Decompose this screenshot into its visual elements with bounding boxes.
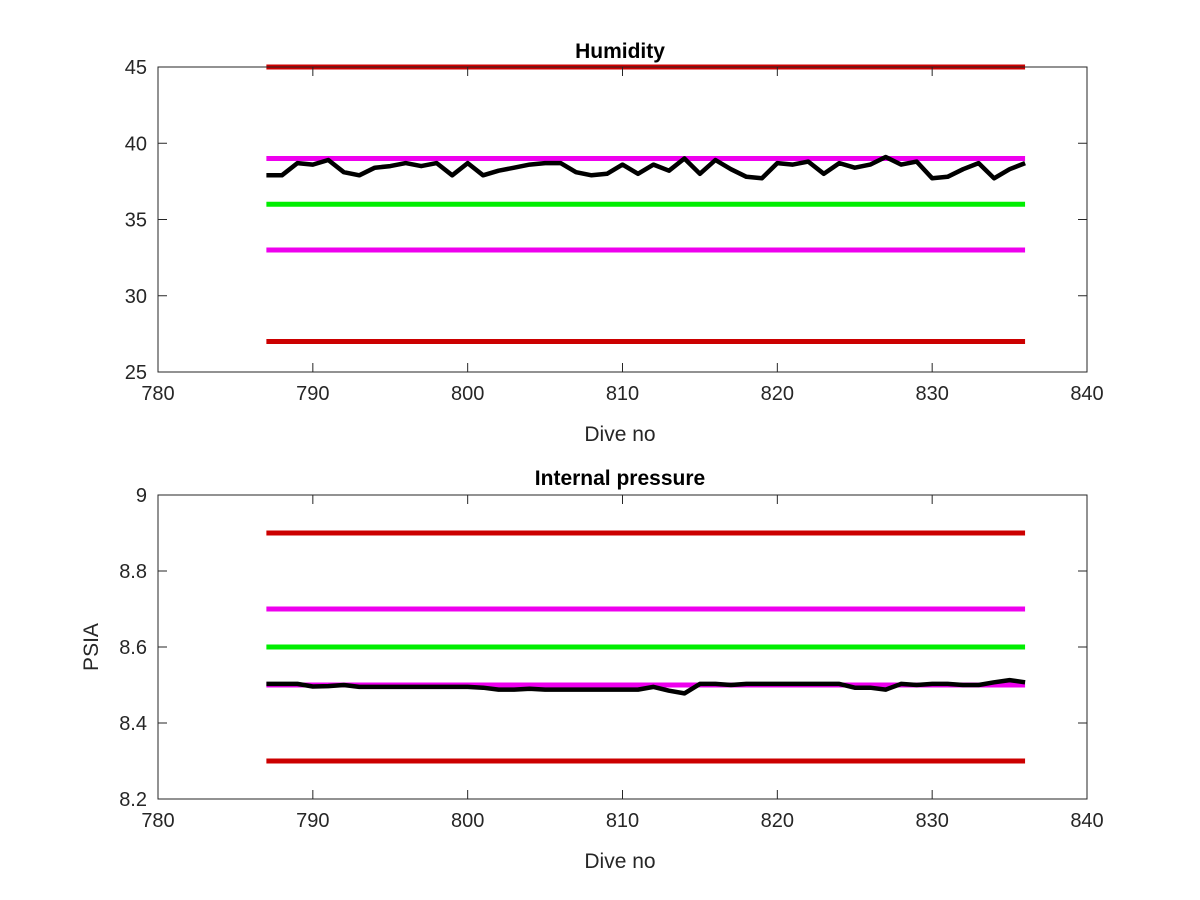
x-tick-label: 800 bbox=[451, 383, 484, 405]
x-tick-label: 790 bbox=[296, 383, 329, 405]
x-tick-label: 820 bbox=[761, 810, 794, 832]
x-tick-labels: 780 790 800 810 820 830 840 bbox=[141, 383, 1103, 405]
axis-ticks bbox=[157, 66, 1088, 373]
x-tick-labels: 780 790 800 810 820 830 840 bbox=[141, 810, 1103, 832]
chart-title: Humidity bbox=[575, 40, 665, 63]
x-tick-label: 830 bbox=[915, 810, 948, 832]
y-tick-label: 35 bbox=[125, 210, 147, 232]
data-series bbox=[266, 154, 1026, 181]
x-axis-label: Dive no bbox=[584, 850, 655, 873]
x-tick-label: 810 bbox=[606, 810, 639, 832]
x-tick-label: 840 bbox=[1070, 810, 1103, 832]
y-tick-label: 8.4 bbox=[119, 713, 147, 735]
chart-title: Internal pressure bbox=[535, 467, 705, 490]
axes-frame bbox=[157, 66, 1088, 373]
x-tick-label: 780 bbox=[141, 383, 174, 405]
y-tick-label: 40 bbox=[125, 133, 147, 155]
axis-ticks bbox=[157, 494, 1088, 800]
reference-lines bbox=[266, 64, 1026, 344]
x-axis-label: Dive no bbox=[584, 423, 655, 446]
x-tick-label: 840 bbox=[1070, 383, 1103, 405]
data-series bbox=[266, 677, 1026, 696]
y-tick-label: 45 bbox=[125, 57, 147, 79]
y-tick-labels: 25 30 35 40 45 bbox=[125, 57, 147, 384]
y-tick-label: 30 bbox=[125, 286, 147, 308]
y-tick-labels: 8.2 8.4 8.6 8.8 9 bbox=[119, 485, 147, 811]
internal-pressure-plot: 780 790 800 810 820 830 840 8.2 8.4 8.6 8.8 9 Inte… bbox=[80, 467, 1104, 873]
reference-lines bbox=[266, 530, 1026, 764]
series-line bbox=[266, 154, 1026, 181]
y-tick-label: 25 bbox=[125, 362, 147, 384]
series-line bbox=[266, 677, 1026, 696]
humidity-plot: 780 790 800 810 820 830 840 25 30 35 40 45 Humidit… bbox=[125, 40, 1104, 446]
y-tick-label: 8.6 bbox=[119, 637, 147, 659]
y-tick-label: 8.2 bbox=[119, 789, 147, 811]
x-tick-label: 780 bbox=[141, 810, 174, 832]
y-tick-label: 9 bbox=[136, 485, 147, 507]
x-tick-label: 810 bbox=[606, 383, 639, 405]
x-tick-label: 820 bbox=[761, 383, 794, 405]
x-tick-label: 790 bbox=[296, 810, 329, 832]
y-tick-label: 8.8 bbox=[119, 561, 147, 583]
x-tick-label: 800 bbox=[451, 810, 484, 832]
x-tick-label: 830 bbox=[915, 383, 948, 405]
y-axis-label: PSIA bbox=[80, 623, 103, 671]
